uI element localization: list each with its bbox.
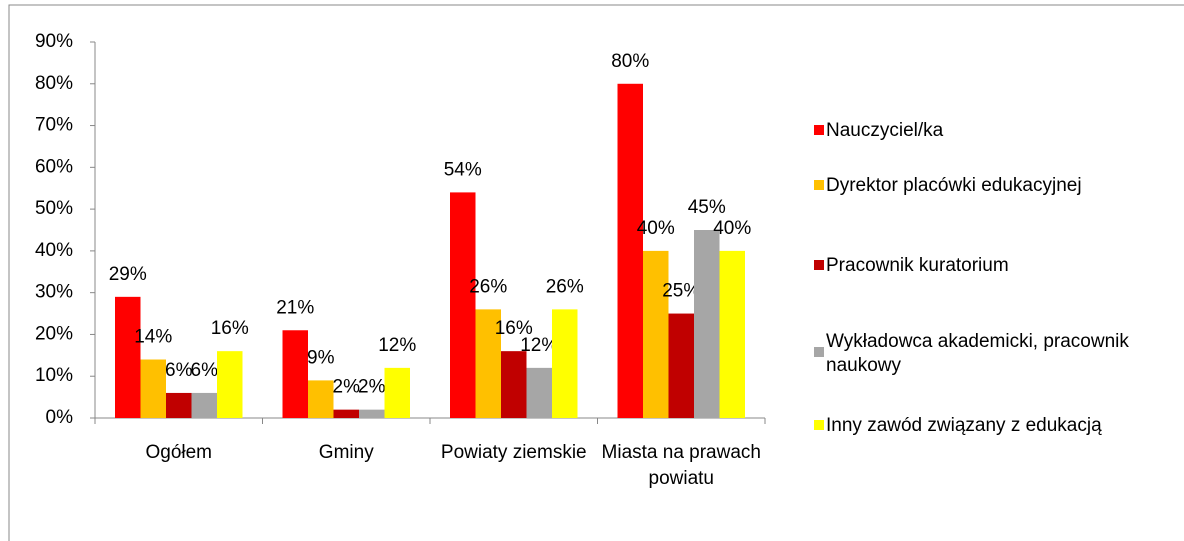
data-label: 6% [165,360,193,381]
y-tick-label: 10% [35,365,73,386]
data-label: 16% [211,318,249,339]
bar [501,351,527,418]
legend-label: Dyrektor placówki edukacyjnej [826,174,1082,196]
legend-label: Inny zawód związany z edukacją [826,414,1102,436]
bar [217,351,243,418]
data-label: 2% [333,377,361,398]
legend-item: Nauczyciel/ka [814,108,1171,153]
bar [552,309,578,418]
data-label: 40% [637,218,675,239]
x-tick-label: Miasta na prawach powiatu [601,442,761,489]
bar [475,309,501,418]
bar [115,296,141,418]
bar [166,392,192,418]
data-label: 21% [276,297,314,318]
legend-swatch [814,125,824,135]
x-tick-label: Ogółem [145,442,213,463]
legend-item: Dyrektor placówki edukacyjnej [814,163,1171,208]
bar [359,409,385,418]
bar [694,230,720,418]
legend-item: Inny zawód związany z edukacją [814,403,1171,448]
data-label: 9% [307,347,335,368]
bar [384,367,410,418]
data-label: 26% [546,276,584,297]
y-tick-label: 0% [46,407,74,428]
data-label: 16% [495,318,533,339]
legend-swatch [814,420,824,430]
bar [668,313,694,418]
x-tick-label: Powiaty ziemskie [440,442,587,463]
bar [643,250,669,418]
data-label: 29% [109,264,147,285]
data-label: 80% [611,51,649,72]
legend-swatch [814,260,824,270]
x-tick-label: Gminy [318,442,374,463]
legend-swatch [814,347,824,357]
data-label: 12% [520,335,558,356]
bar [450,192,476,418]
y-tick-label: 90% [35,31,73,52]
data-label: 26% [469,276,507,297]
bar [282,330,308,418]
legend-swatch [814,180,824,190]
bar [333,409,359,418]
data-label: 12% [378,335,416,356]
bar [719,250,745,418]
legend-label: Wykładowca akademicki, pracownik naukowy [826,331,1129,376]
data-label: 45% [688,197,726,218]
legend-label: Pracownik kuratorium [826,254,1009,276]
data-label: 25% [662,281,700,302]
y-tick-label: 70% [35,115,73,136]
y-tick-label: 50% [35,198,73,219]
data-label: 14% [134,327,172,348]
legend-label: Nauczyciel/ka [826,119,944,141]
bar [191,392,217,418]
data-label: 2% [358,377,386,398]
data-label: 6% [191,360,219,381]
y-tick-label: 20% [35,323,73,344]
bar [140,359,166,418]
y-tick-label: 30% [35,282,73,303]
y-tick-label: 40% [35,240,73,261]
bar [526,367,552,418]
bar [308,380,334,418]
chart-frame [8,4,1184,541]
legend-item: Pracownik kuratorium [814,243,1171,288]
legend-item: Wykładowca akademicki, pracownik naukowy [814,330,1171,378]
y-tick-label: 60% [35,156,73,177]
data-label: 40% [713,218,751,239]
y-tick-label: 80% [35,73,73,94]
data-label: 54% [444,159,482,180]
bar [617,83,643,419]
